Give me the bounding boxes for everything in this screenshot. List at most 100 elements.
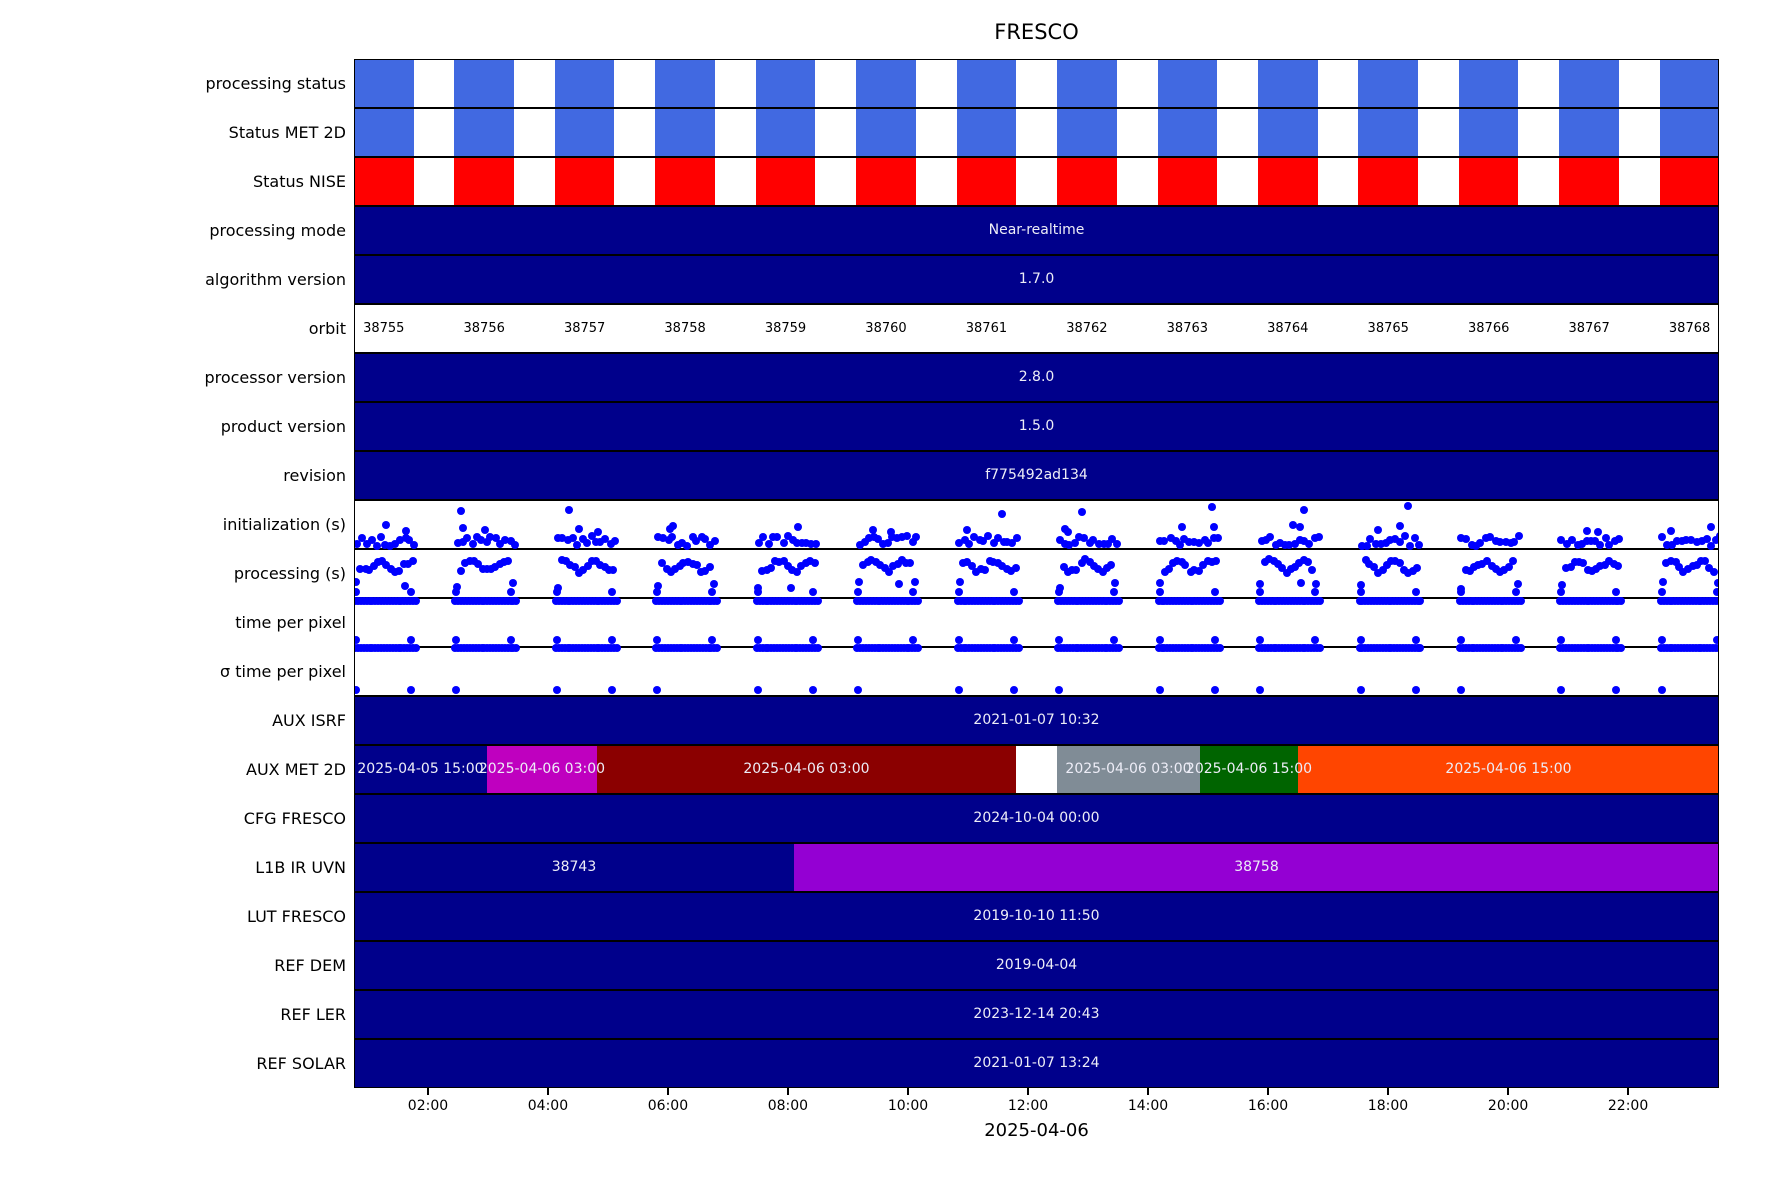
scatter-dot (1077, 559, 1086, 568)
scatter-dot (954, 636, 963, 644)
scatter-dot (1079, 533, 1088, 542)
scatter-dot (1356, 636, 1365, 644)
row-separator (354, 940, 1719, 942)
scatter-dot (1155, 686, 1164, 694)
scatter-dot (354, 588, 360, 596)
scatter-dot (1500, 566, 1509, 575)
scatter-dot (1456, 636, 1465, 644)
status-block (1057, 157, 1117, 206)
scatter-dot (1456, 686, 1465, 694)
scatter-dot (767, 564, 776, 573)
scatter-dot (868, 526, 877, 535)
scatter-dot (1055, 535, 1064, 544)
scatter-dot (1583, 536, 1592, 545)
scatter-dot (511, 540, 520, 549)
scatter-dot (854, 588, 863, 596)
y-label-status-met-2d: Status MET 2D (228, 123, 346, 142)
orbit-label: 38756 (463, 321, 505, 336)
segment-text: 2025-04-06 15:00 (1185, 761, 1313, 777)
row-processing-mode: Near-realtime (354, 206, 1719, 255)
scatter-dot (887, 527, 896, 536)
scatter-dot (1061, 524, 1070, 533)
scatter-dot (1391, 535, 1400, 544)
scatter-dot (1416, 596, 1425, 605)
row-separator (354, 107, 1719, 109)
x-tick-mark (1387, 1088, 1389, 1095)
scatter-dot (1596, 561, 1605, 570)
scatter-dot (876, 561, 885, 570)
scatter-dot (1395, 522, 1404, 531)
scatter-dot (457, 506, 466, 515)
scatter-dot (1714, 578, 1719, 587)
scatter-dot (1707, 541, 1716, 550)
scatter-dot (1516, 643, 1525, 652)
scatter-dot (1688, 562, 1697, 571)
scatter-dot (1213, 534, 1222, 543)
scatter-dot (1476, 538, 1485, 547)
scatter-dot (867, 556, 876, 565)
x-tick-mark (1027, 1088, 1029, 1095)
scatter-dot (1363, 541, 1372, 550)
scatter-dot (1411, 686, 1420, 694)
scatter-dot (1207, 502, 1216, 511)
scatter-dot (606, 540, 615, 549)
segment-aux-met-2d (354, 745, 487, 794)
scatter-dot (865, 534, 874, 543)
scatter-dot (872, 558, 881, 567)
scatter-dot (1579, 558, 1588, 567)
scatter-dot (1070, 539, 1079, 548)
scatter-dot (373, 558, 382, 567)
scatter-dot (792, 567, 801, 576)
bar-text: 2.8.0 (1018, 369, 1055, 385)
scatter-dot (662, 564, 671, 573)
status-block (1258, 157, 1318, 206)
scatter-dot (1099, 539, 1108, 548)
row-separator (354, 1038, 1719, 1040)
scatter-dot (561, 556, 570, 565)
x-axis-date: 2025-04-06 (984, 1120, 1089, 1141)
scatter-dot (1315, 532, 1324, 541)
status-block (1559, 157, 1619, 206)
scatter-dot (1077, 507, 1086, 516)
scatter-dot (469, 557, 478, 566)
scatter-dot (1376, 539, 1385, 548)
row-separator (354, 646, 1719, 648)
status-block (454, 157, 514, 206)
scatter-dot (491, 562, 500, 571)
scatter-dot (1168, 559, 1177, 568)
orbit-label: 38767 (1568, 321, 1610, 336)
x-tick-mark (547, 1088, 549, 1095)
scatter-dot (855, 541, 864, 550)
scatter-dot (579, 566, 588, 575)
scatter-dot (1179, 534, 1188, 543)
status-block (554, 108, 615, 157)
scatter-dot (583, 539, 592, 548)
scatter-dot (1557, 636, 1566, 644)
bar-text: 2023-12-14 20:43 (973, 1006, 1100, 1022)
scatter-dot (1194, 538, 1203, 547)
scatter-dot (1667, 556, 1676, 565)
scatter-dot (552, 686, 561, 694)
scatter-dot (854, 686, 863, 694)
status-block (1559, 59, 1619, 108)
scatter-dot (854, 636, 863, 644)
segment-text: 38743 (551, 859, 597, 875)
scatter-dot (506, 537, 515, 546)
x-tick-label: 20:00 (1487, 1098, 1529, 1114)
segment-text: 38758 (1234, 859, 1279, 875)
scatter-dot (909, 588, 918, 596)
scatter-dot (954, 686, 963, 694)
scatter-dot (1462, 535, 1471, 544)
scatter-dot (1215, 597, 1224, 606)
status-block (1458, 59, 1519, 108)
scatter-dot (354, 578, 361, 587)
scatter-dot (1014, 644, 1023, 653)
orbit-label: 38757 (563, 321, 606, 336)
scatter-dot (1315, 644, 1324, 653)
scatter-dot (1511, 588, 1520, 596)
segment-text: 2025-04-06 03:00 (743, 761, 870, 777)
scatter-dot (1374, 569, 1383, 578)
scatter-dot (596, 560, 605, 569)
scatter-dot (1264, 555, 1273, 564)
scatter-dot (1372, 540, 1381, 549)
